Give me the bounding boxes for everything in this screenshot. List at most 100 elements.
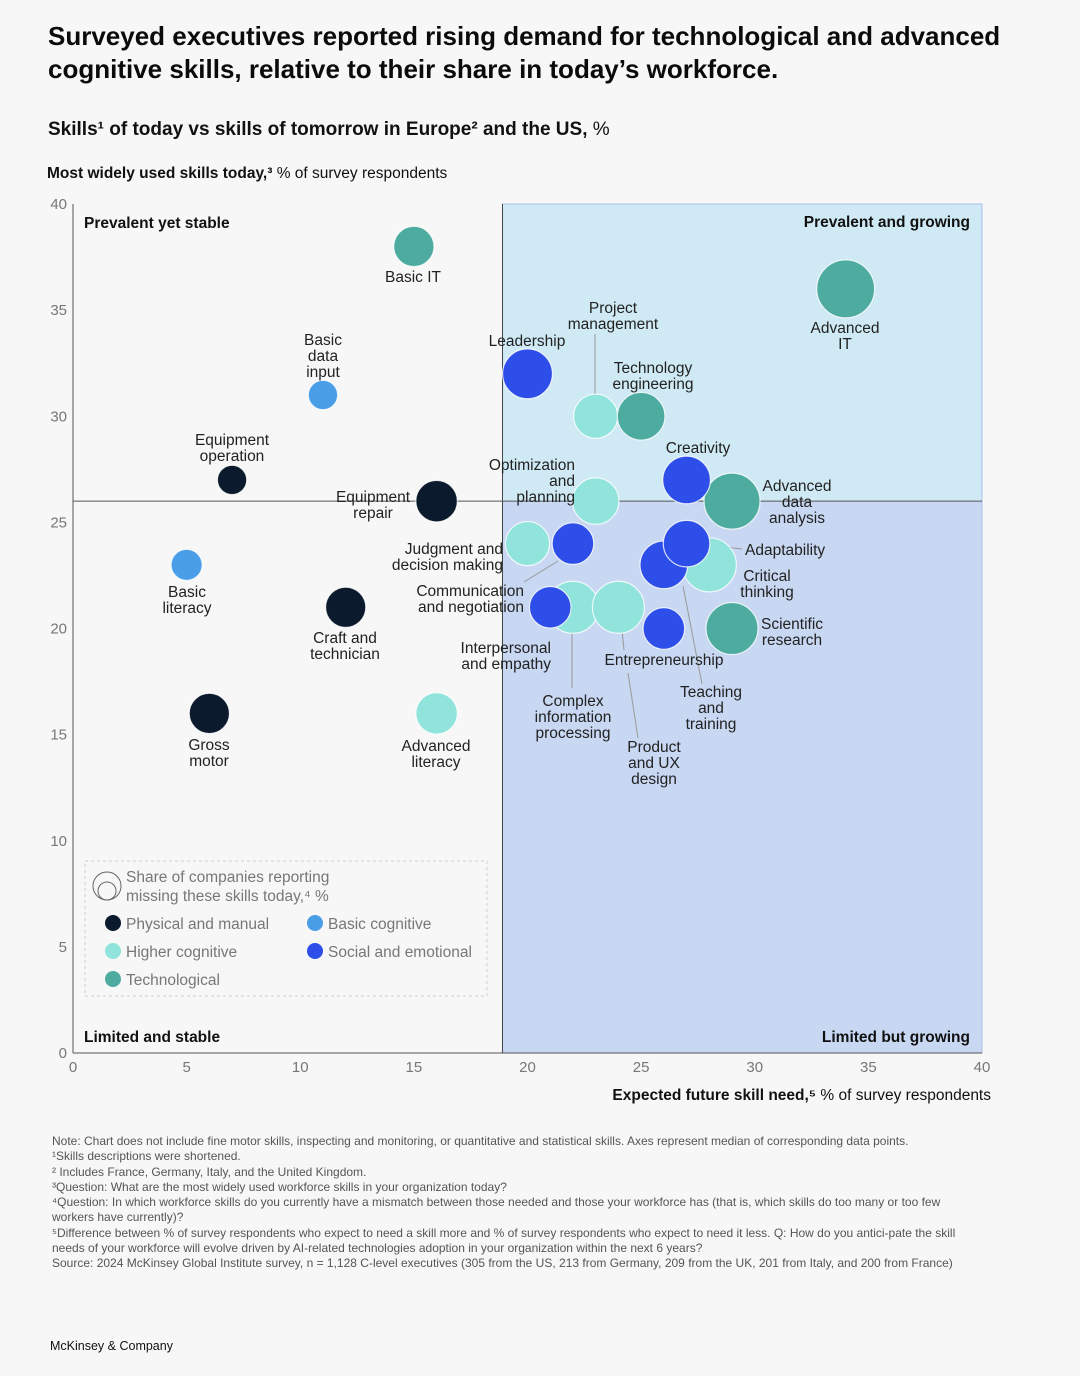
bubble-label-line: Optimization — [489, 457, 575, 474]
bubble-label-line: Basic — [168, 584, 206, 601]
bubble-label-line: Entrepreneurship — [605, 652, 724, 669]
brand-logo: McKinsey & Company — [50, 1339, 173, 1353]
y-axis-label: Most widely used skills today,³ % of sur… — [47, 165, 447, 183]
bubble-label: Scientific research — [761, 616, 823, 649]
bubble-label: Advanced IT — [811, 320, 880, 353]
bubble-label-line: and empathy — [461, 656, 551, 673]
quadrant-left-bg — [73, 204, 503, 1053]
bubble-label: Interpersonal and empathy — [461, 640, 552, 673]
bubble-equipment-operation — [216, 464, 248, 496]
bubble-label-line: Gross — [188, 737, 230, 754]
bubble-label-line: Project — [589, 300, 638, 317]
bubble-advanced-data-analysis — [703, 472, 761, 530]
legend-swatch-physical — [105, 915, 121, 931]
chart-title: Surveyed executives reported rising dema… — [48, 21, 1001, 84]
bubble-label-line: Creativity — [666, 440, 731, 457]
bubble-label-line: training — [686, 716, 737, 733]
bubble-label-line: decision making — [392, 557, 503, 574]
bubble-label-line: IT — [838, 336, 852, 353]
bubble-project-management — [573, 393, 619, 439]
legend-swatch-social — [307, 943, 323, 959]
bubble-judgment-and-decision-making — [504, 520, 551, 567]
bubble-label: Judgment and decision making — [392, 541, 503, 574]
y-tick-label: 15 — [50, 727, 67, 744]
bubble-label: Advanced literacy — [402, 738, 471, 771]
bubble-label: Adaptability — [745, 542, 825, 559]
legend-label-physical: Physical and manual — [126, 916, 269, 933]
bubble-label-line: Technology — [614, 360, 693, 377]
bubble-label: Advanced data analysis — [763, 478, 832, 527]
bubble-communication-and-negotiation — [551, 522, 595, 565]
y-tick-label: 5 — [59, 939, 67, 956]
legend-swatch-higher — [105, 943, 121, 959]
subtitle-unit: % — [587, 119, 610, 140]
bubble-label: Gross motor — [188, 737, 230, 770]
leader-line — [682, 585, 703, 685]
y-tick-label: 35 — [50, 302, 67, 319]
bubble-label-line: Complex — [542, 693, 603, 710]
footnote-5: ⁵Difference between % of survey responde… — [52, 1225, 959, 1256]
bubble-label-line: motor — [189, 753, 229, 770]
legend-label-higher: Higher cognitive — [126, 944, 237, 961]
quadrant-label-top-left: Prevalent yet stable — [84, 215, 230, 232]
bubble-label-line: Judgment and — [405, 541, 503, 558]
legend-swatch-basic — [307, 915, 323, 931]
bubble-label-line: Craft and — [313, 630, 377, 647]
x-tick-label: 30 — [746, 1059, 763, 1076]
x-tick-label: 0 — [69, 1059, 77, 1076]
bubble-label-line: thinking — [740, 584, 793, 601]
bubble-creativity — [662, 455, 712, 505]
y-axis-label-bold: Most widely used skills today,³ — [47, 165, 273, 182]
bubble-label-line: data — [782, 494, 813, 511]
leader-line — [523, 560, 559, 583]
bubble-advanced-literacy — [415, 692, 459, 735]
x-tick-label: 20 — [519, 1059, 536, 1076]
bubble-label: Product and UX design — [627, 739, 681, 788]
chart-subtitle: Skills¹ of today vs skills of tomorrow i… — [48, 119, 610, 141]
bubble-equipment-repair — [415, 479, 459, 523]
bubble-label-line: Basic IT — [385, 269, 442, 286]
bubble-label-line: analysis — [769, 510, 825, 527]
bubble-label-line: Advanced — [763, 478, 832, 495]
legend-size-title: Share of companies reporting missing thes… — [126, 869, 329, 905]
bubble-label-line: Scientific — [761, 616, 823, 633]
bubble-label-line: repair — [353, 505, 393, 522]
bubble-label-line: design — [631, 771, 677, 788]
bubble-scientific-research — [705, 601, 759, 656]
bubble-label: Craft and technician — [310, 630, 380, 663]
bubble-label: Communication and negotiation — [416, 583, 524, 616]
x-tick-label: 5 — [182, 1059, 190, 1076]
bubble-label-line: Critical — [743, 568, 790, 585]
y-tick-label: 40 — [50, 196, 67, 213]
bubble-gross-motor — [188, 692, 231, 735]
y-axis-label-rest: % of survey respondents — [272, 165, 448, 182]
bubble-label-line: and UX — [628, 755, 680, 772]
bubble-label: Critical thinking — [740, 568, 793, 601]
leader-line — [627, 672, 639, 739]
bubble-label-line: information — [535, 709, 612, 726]
legend-size-title-line: Share of companies reporting — [126, 869, 329, 886]
x-axis-label-bold: Expected future skill need,⁵ — [612, 1087, 817, 1104]
quadrant-top-right-bg — [502, 204, 982, 502]
bubble-label-line: Communication — [416, 583, 524, 600]
legend-label-social: Social and emotional — [328, 944, 472, 961]
x-axis-label-rest: % of survey respondents — [816, 1087, 991, 1104]
x-tick-label: 25 — [633, 1059, 650, 1076]
bubble-label: Entrepreneurship — [605, 652, 724, 669]
bubble-label-line: Equipment — [336, 489, 411, 506]
x-tick-label: 35 — [860, 1059, 877, 1076]
bubble-label: Basic IT — [385, 269, 442, 286]
bubble-optimization-and-planning — [571, 477, 620, 526]
bubble-label: Equipment operation — [195, 432, 270, 465]
footnote-1: ¹Skills descriptions were shortened. — [52, 1149, 241, 1164]
bubble-label-line: Adaptability — [745, 542, 825, 559]
bubble-label-line: planning — [516, 489, 575, 506]
bubble-label-line: and — [549, 473, 575, 490]
quadrant-label-bottom-left: Limited and stable — [84, 1029, 220, 1046]
bubble-label-line: research — [762, 632, 822, 649]
bubble-label: Technology engineering — [612, 360, 693, 393]
bubble-basic-data-input — [307, 379, 339, 411]
bubble-label-line: Advanced — [402, 738, 471, 755]
bubble-label-line: and negotiation — [418, 599, 524, 616]
bubble-technology-engineering — [616, 391, 666, 441]
